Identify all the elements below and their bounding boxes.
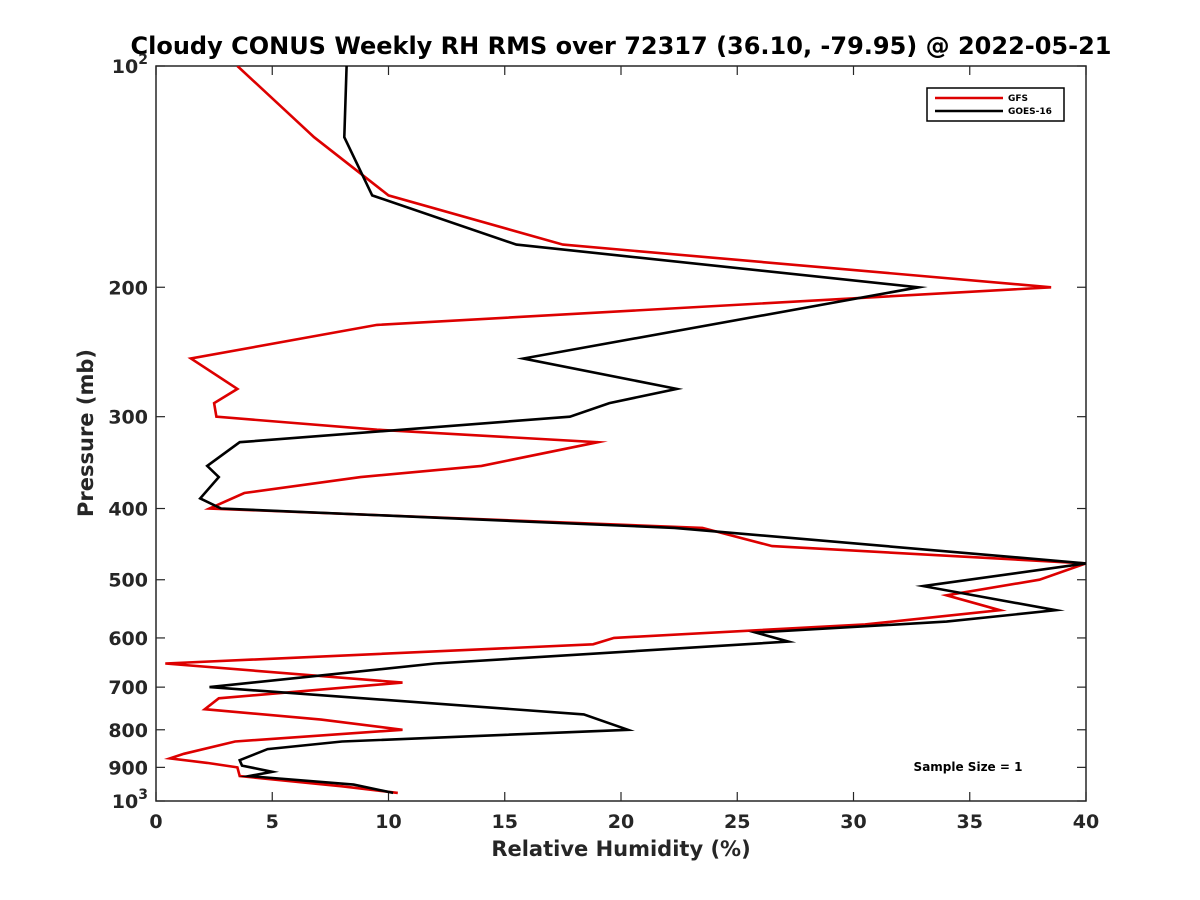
x-tick-label: 25 xyxy=(724,811,750,833)
x-axis-ticks: 0 5 10 15 20 25 30 35 40 xyxy=(149,66,1099,833)
y-tick-label: 800 xyxy=(108,720,148,742)
y-tick-label: 200 xyxy=(108,277,148,299)
series-line-gfs xyxy=(163,66,1086,795)
y-tick-label: 700 xyxy=(108,677,148,699)
y-tick-label: 103 xyxy=(112,787,148,813)
y-tick-base: 600 xyxy=(108,628,148,650)
legend-entry: GFS xyxy=(1008,94,1028,104)
chart-title: Cloudy CONUS Weekly RH RMS over 72317 (3… xyxy=(131,32,1112,60)
x-tick-label: 30 xyxy=(840,811,866,833)
y-tick-base: 400 xyxy=(108,499,148,521)
series-line-goes-16 xyxy=(198,66,1086,795)
x-tick-label: 20 xyxy=(608,811,634,833)
y-tick-exponent: 2 xyxy=(138,52,148,68)
legend-entry: GOES-16 xyxy=(1008,107,1052,117)
y-tick-base: 10 xyxy=(112,791,138,813)
x-axis-label: Relative Humidity (%) xyxy=(491,837,750,861)
x-tick-label: 10 xyxy=(375,811,401,833)
y-tick-base: 200 xyxy=(108,277,148,299)
y-axis-label: Pressure (mb) xyxy=(74,349,98,517)
x-tick-label: 35 xyxy=(957,811,983,833)
legend-box xyxy=(926,87,1065,122)
legend: GFS GOES-16 xyxy=(926,87,1065,122)
x-tick-label: 0 xyxy=(149,811,162,833)
y-tick-exponent: 3 xyxy=(138,787,148,803)
y-tick-base: 10 xyxy=(112,56,138,78)
series-layer xyxy=(163,66,1086,795)
x-tick-label: 5 xyxy=(266,811,279,833)
y-tick-label: 102 xyxy=(112,52,148,78)
y-tick-base: 800 xyxy=(108,720,148,742)
y-tick-label: 900 xyxy=(108,757,148,779)
plot-area xyxy=(155,65,1087,802)
x-tick-label: 15 xyxy=(492,811,518,833)
x-tick-label: 40 xyxy=(1073,811,1099,833)
y-tick-base: 300 xyxy=(108,407,148,429)
sample-size-annotation: Sample Size = 1 xyxy=(914,760,1023,774)
y-tick-label: 300 xyxy=(108,407,148,429)
y-tick-label: 400 xyxy=(108,499,148,521)
y-tick-base: 900 xyxy=(108,757,148,779)
y-tick-base: 500 xyxy=(108,570,148,592)
y-tick-base: 700 xyxy=(108,677,148,699)
y-tick-label: 600 xyxy=(108,628,148,650)
y-tick-label: 500 xyxy=(108,570,148,592)
